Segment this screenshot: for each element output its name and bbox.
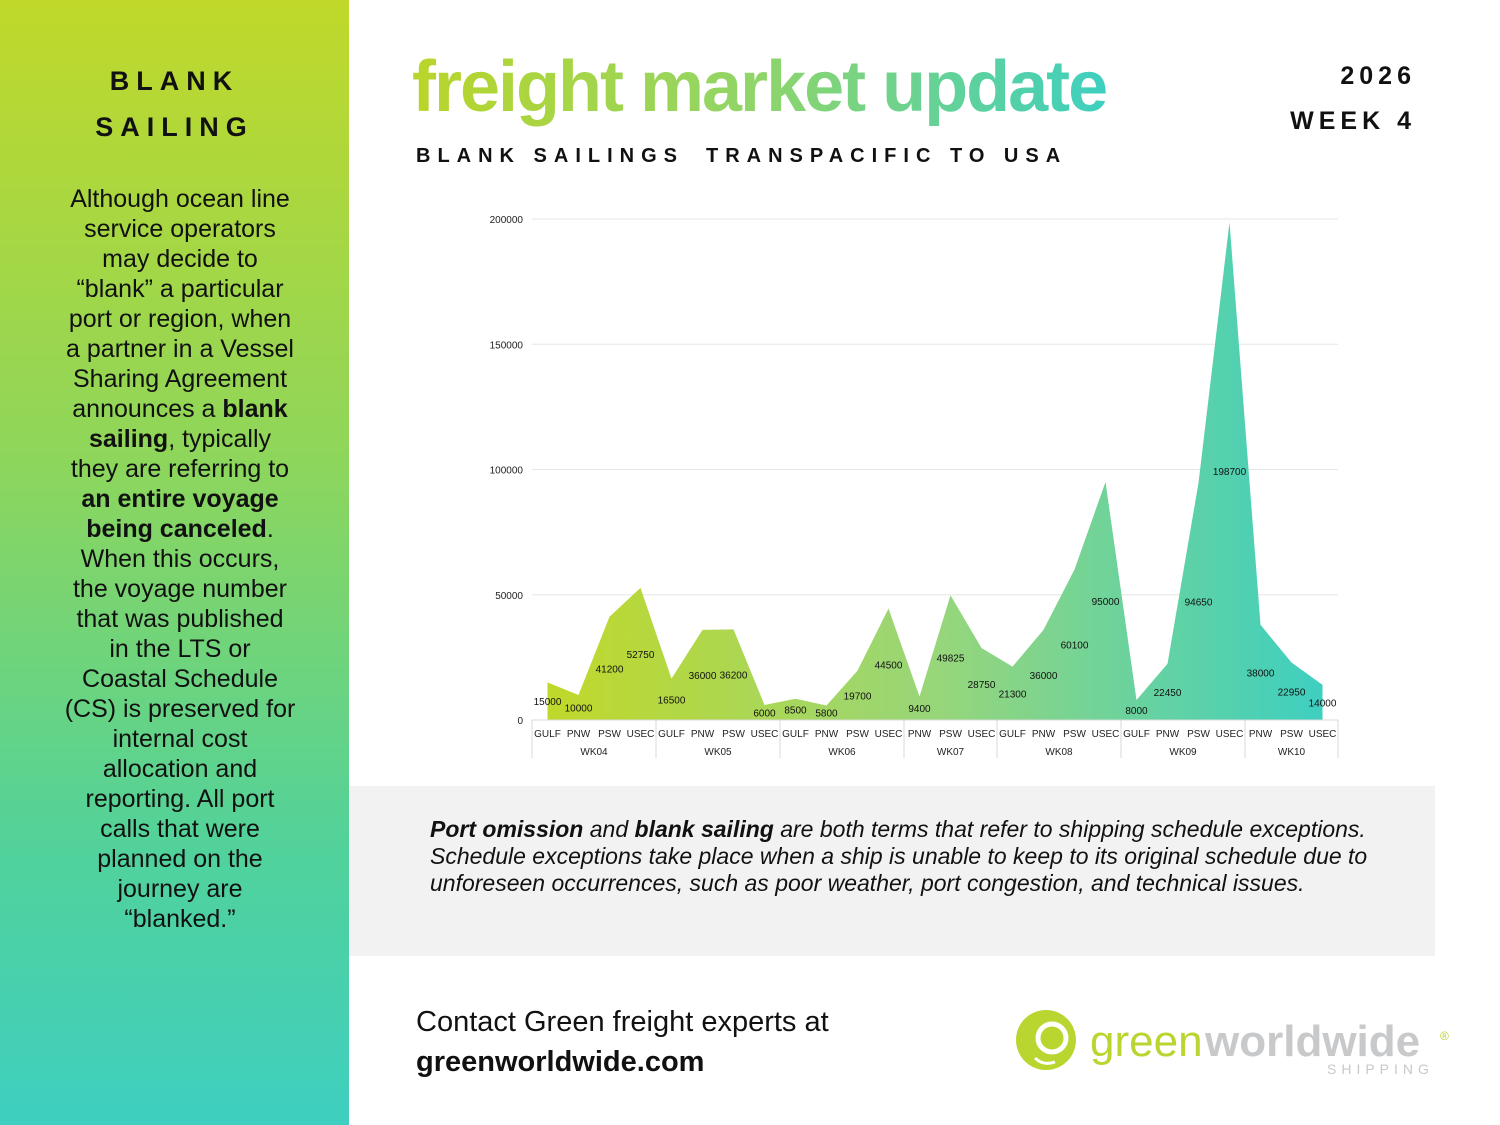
y-tick-label: 150000 <box>490 340 524 351</box>
x-category-label: GULF <box>658 729 685 740</box>
data-label: 22450 <box>1154 688 1182 699</box>
data-label: 36000 <box>1030 671 1058 682</box>
week-label: WEEK 4 <box>1290 107 1416 135</box>
sidebar: BLANK SAILING Although ocean line servic… <box>0 0 349 1125</box>
text-segment: Although ocean line service operators ma… <box>66 185 294 423</box>
data-label: 36000 <box>689 671 717 682</box>
x-category-label: PSW <box>1063 729 1086 740</box>
x-category-label: USEC <box>875 729 903 740</box>
text-segment: . When this occurs, the voyage number th… <box>64 515 296 933</box>
data-label: 5800 <box>815 709 838 720</box>
x-group-label: WK07 <box>937 747 965 758</box>
definition-note: Port omission and blank sailing are both… <box>349 786 1435 956</box>
text-segment: are both terms that refer to shipping sc… <box>430 816 1368 896</box>
data-label: 36200 <box>720 671 748 682</box>
x-category-label: PNW <box>1032 729 1056 740</box>
data-label: 8500 <box>784 705 807 716</box>
x-category-label: USEC <box>627 729 655 740</box>
area-series <box>547 222 1323 720</box>
subtitle-left: BLANK SAILINGS <box>416 145 684 167</box>
x-group-label: WK06 <box>828 747 856 758</box>
contact-block: Contact Green freight experts at greenwo… <box>416 1002 829 1082</box>
x-category-label: PSW <box>939 729 962 740</box>
x-category-label: USEC <box>1216 729 1244 740</box>
greenworldwide-logo: green worldwide ® SHIPPING <box>1016 1010 1449 1077</box>
x-category-label: PNW <box>691 729 715 740</box>
sidebar-body-text: Although ocean line service operators ma… <box>64 184 296 934</box>
x-group-label: WK09 <box>1169 747 1197 758</box>
text-segment: , typically they are referring to <box>70 425 290 483</box>
bold-text: blank sailing <box>89 395 288 453</box>
chart-subtitle: BLANK SAILINGS TRANSPACIFIC TO USA <box>416 145 1089 168</box>
contact-text: Contact Green freight experts at <box>416 1006 829 1038</box>
note-text: Port omission and blank sailing are both… <box>430 816 1370 897</box>
x-category-label: PSW <box>1280 729 1303 740</box>
data-label: 60100 <box>1061 641 1089 652</box>
x-category-label: PSW <box>598 729 621 740</box>
y-tick-label: 0 <box>517 716 523 727</box>
x-category-label: PSW <box>1187 729 1210 740</box>
x-category-label: USEC <box>751 729 779 740</box>
x-category-label: USEC <box>968 729 996 740</box>
data-label: 44500 <box>875 660 903 671</box>
year-label: 2026 <box>1340 62 1416 90</box>
data-label: 6000 <box>753 708 776 719</box>
data-label: 94650 <box>1185 597 1213 608</box>
data-label: 10000 <box>565 703 593 714</box>
bold-text: Port omission <box>430 816 584 842</box>
x-category-label: GULF <box>534 729 561 740</box>
logo-green: green <box>1090 1017 1203 1066</box>
x-group-label: WK04 <box>580 747 608 758</box>
x-category-label: USEC <box>1309 729 1337 740</box>
x-category-label: PNW <box>815 729 839 740</box>
data-label: 38000 <box>1247 668 1275 679</box>
x-category-label: GULF <box>1123 729 1150 740</box>
sidebar-title-line: SAILING <box>95 112 254 142</box>
x-category-label: GULF <box>999 729 1026 740</box>
logo-registered: ® <box>1440 1029 1449 1043</box>
subtitle-right: TRANSPACIFIC TO USA <box>706 145 1068 167</box>
data-label: 95000 <box>1092 597 1120 608</box>
x-category-label: GULF <box>782 729 809 740</box>
data-label: 16500 <box>658 695 686 706</box>
data-label: 8000 <box>1125 706 1148 717</box>
y-tick-label: 50000 <box>495 591 523 602</box>
data-label: 9400 <box>908 704 931 715</box>
x-group-label: WK10 <box>1278 747 1306 758</box>
data-label: 14000 <box>1309 698 1337 709</box>
x-category-label: PSW <box>846 729 869 740</box>
page-title: freight market update <box>412 44 1108 130</box>
data-label: 198700 <box>1213 467 1247 478</box>
x-category-label: PNW <box>908 729 932 740</box>
x-category-label: PNW <box>567 729 591 740</box>
data-label: 41200 <box>596 664 624 675</box>
bold-text: an entire voyage being canceled <box>81 485 279 543</box>
text-segment: and <box>583 816 635 842</box>
data-label: 19700 <box>844 691 872 702</box>
data-label: 22950 <box>1278 687 1306 698</box>
data-label: 49825 <box>937 654 965 665</box>
bold-text: blank sailing <box>634 816 774 842</box>
x-group-label: WK08 <box>1045 747 1073 758</box>
y-tick-label: 200000 <box>490 215 524 226</box>
data-label: 15000 <box>534 697 562 708</box>
data-label: 52750 <box>627 650 655 661</box>
data-label: 28750 <box>968 680 996 691</box>
sidebar-title-line: BLANK <box>109 66 240 96</box>
x-category-label: PSW <box>722 729 745 740</box>
website-link[interactable]: greenworldwide.com <box>416 1046 705 1078</box>
x-category-label: PNW <box>1249 729 1273 740</box>
sidebar-title: BLANK SAILING <box>0 58 349 150</box>
logo-worldwide: worldwide <box>1204 1017 1420 1066</box>
data-label: 21300 <box>999 689 1027 700</box>
x-category-label: PNW <box>1156 729 1180 740</box>
y-tick-label: 100000 <box>490 466 524 477</box>
x-category-label: USEC <box>1092 729 1120 740</box>
logo-shipping: SHIPPING <box>1327 1061 1434 1077</box>
x-group-label: WK05 <box>704 747 732 758</box>
